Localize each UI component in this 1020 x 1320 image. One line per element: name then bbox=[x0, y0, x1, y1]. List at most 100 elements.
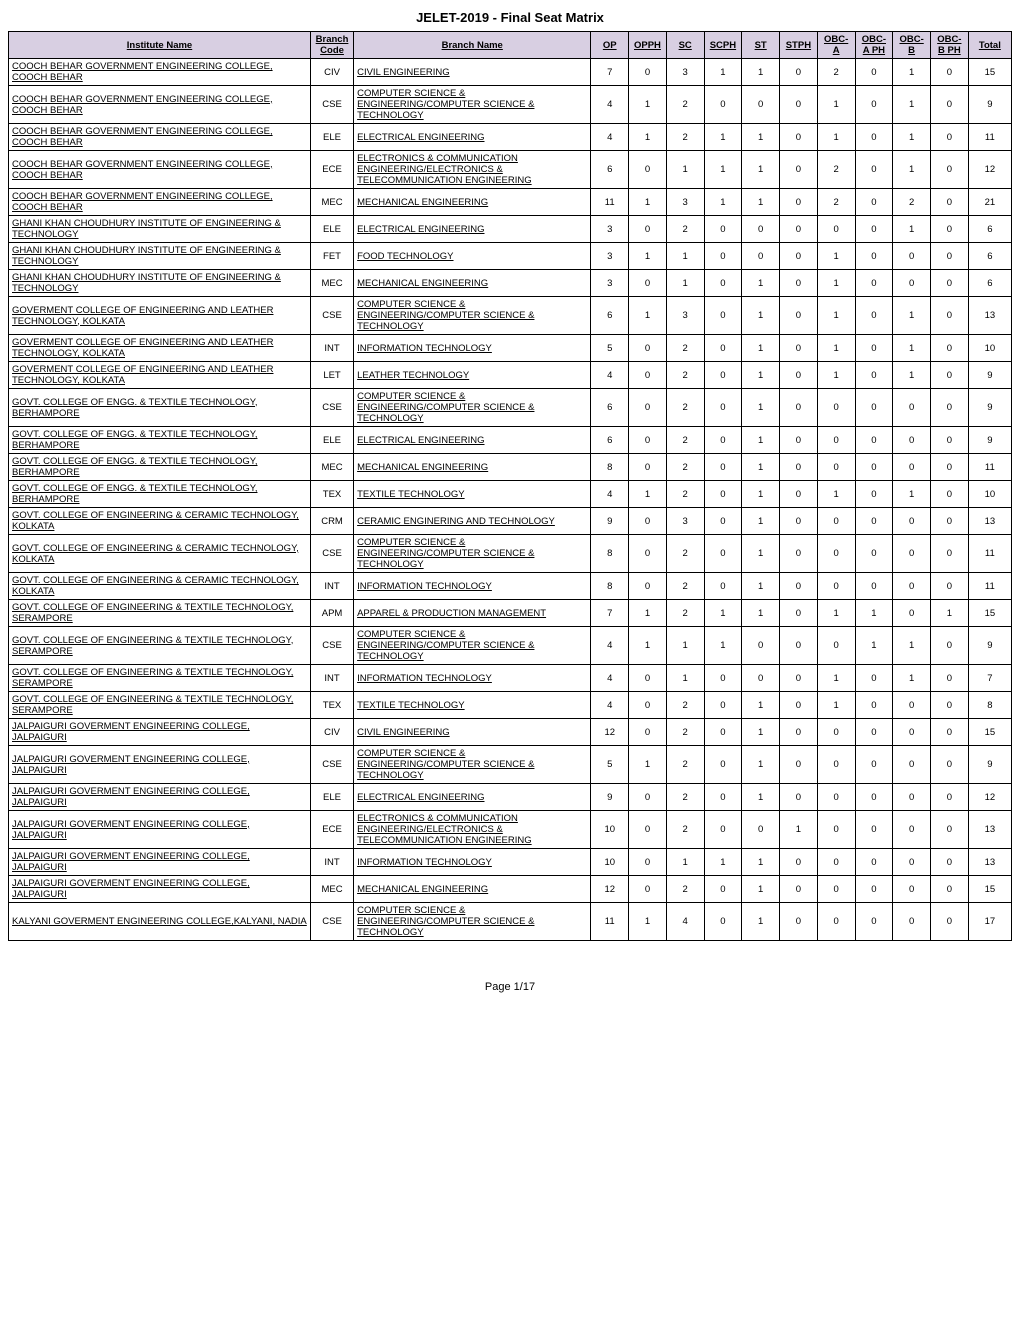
table-cell: 0 bbox=[629, 362, 667, 389]
table-cell: INFORMATION TECHNOLOGY bbox=[354, 573, 591, 600]
table-cell: 0 bbox=[742, 811, 780, 849]
col-obcbph: OBC-B PH bbox=[930, 32, 968, 59]
table-cell: 0 bbox=[780, 335, 818, 362]
table-cell: MECHANICAL ENGINEERING bbox=[354, 876, 591, 903]
table-cell: 1 bbox=[742, 454, 780, 481]
table-cell: 2 bbox=[893, 189, 931, 216]
table-cell: 1 bbox=[704, 124, 742, 151]
table-cell: TEXTILE TECHNOLOGY bbox=[354, 692, 591, 719]
table-cell: 0 bbox=[704, 746, 742, 784]
table-cell: 0 bbox=[742, 665, 780, 692]
table-cell: 0 bbox=[817, 508, 855, 535]
table-row: GOVT. COLLEGE OF ENGG. & TEXTILE TECHNOL… bbox=[9, 427, 1012, 454]
table-row: COOCH BEHAR GOVERNMENT ENGINEERING COLLE… bbox=[9, 86, 1012, 124]
table-cell: 1 bbox=[742, 270, 780, 297]
table-cell: 10 bbox=[591, 811, 629, 849]
table-row: GHANI KHAN CHOUDHURY INSTITUTE OF ENGINE… bbox=[9, 243, 1012, 270]
table-cell: 11 bbox=[968, 454, 1011, 481]
table-cell: 0 bbox=[704, 573, 742, 600]
table-cell: 0 bbox=[893, 811, 931, 849]
table-cell: MEC bbox=[310, 454, 353, 481]
table-cell: 0 bbox=[930, 151, 968, 189]
table-cell: 0 bbox=[704, 876, 742, 903]
table-cell: 1 bbox=[893, 335, 931, 362]
table-cell: 0 bbox=[893, 427, 931, 454]
table-cell: 1 bbox=[893, 665, 931, 692]
table-cell: 1 bbox=[666, 270, 704, 297]
table-cell: 0 bbox=[817, 389, 855, 427]
table-cell: 0 bbox=[930, 86, 968, 124]
table-cell: 8 bbox=[591, 535, 629, 573]
table-row: GOVT. COLLEGE OF ENGG. & TEXTILE TECHNOL… bbox=[9, 481, 1012, 508]
col-obcb: OBC-B bbox=[893, 32, 931, 59]
table-cell: 0 bbox=[629, 59, 667, 86]
table-cell: COMPUTER SCIENCE & ENGINEERING/COMPUTER … bbox=[354, 746, 591, 784]
table-cell: 0 bbox=[855, 216, 893, 243]
table-row: GOVERMENT COLLEGE OF ENGINEERING AND LEA… bbox=[9, 297, 1012, 335]
table-cell: 0 bbox=[742, 86, 780, 124]
table-cell: 1 bbox=[742, 335, 780, 362]
table-cell: 0 bbox=[930, 216, 968, 243]
col-stph: STPH bbox=[780, 32, 818, 59]
table-cell: 1 bbox=[930, 600, 968, 627]
col-sc: SC bbox=[666, 32, 704, 59]
table-cell: 0 bbox=[817, 784, 855, 811]
table-cell: 0 bbox=[930, 746, 968, 784]
table-cell: 0 bbox=[855, 876, 893, 903]
table-cell: 4 bbox=[591, 665, 629, 692]
table-cell: 0 bbox=[780, 535, 818, 573]
table-cell: 1 bbox=[629, 189, 667, 216]
table-cell: COOCH BEHAR GOVERNMENT ENGINEERING COLLE… bbox=[9, 59, 311, 86]
table-cell: 2 bbox=[666, 216, 704, 243]
table-cell: 12 bbox=[968, 151, 1011, 189]
table-cell: 0 bbox=[893, 243, 931, 270]
table-cell: 0 bbox=[855, 692, 893, 719]
table-cell: 1 bbox=[742, 427, 780, 454]
table-cell: GOVERMENT COLLEGE OF ENGINEERING AND LEA… bbox=[9, 362, 311, 389]
table-cell: 0 bbox=[780, 454, 818, 481]
table-cell: 0 bbox=[930, 362, 968, 389]
table-cell: 0 bbox=[780, 151, 818, 189]
table-cell: COMPUTER SCIENCE & ENGINEERING/COMPUTER … bbox=[354, 627, 591, 665]
table-cell: 0 bbox=[930, 627, 968, 665]
table-cell: 0 bbox=[780, 784, 818, 811]
table-cell: MEC bbox=[310, 876, 353, 903]
table-cell: 0 bbox=[930, 692, 968, 719]
table-body: COOCH BEHAR GOVERNMENT ENGINEERING COLLE… bbox=[9, 59, 1012, 941]
table-cell: 0 bbox=[704, 454, 742, 481]
table-cell: ECE bbox=[310, 811, 353, 849]
table-cell: 0 bbox=[704, 243, 742, 270]
table-cell: GOVT. COLLEGE OF ENGG. & TEXTILE TECHNOL… bbox=[9, 481, 311, 508]
table-cell: 1 bbox=[704, 189, 742, 216]
table-cell: 15 bbox=[968, 876, 1011, 903]
table-cell: 1 bbox=[742, 784, 780, 811]
table-cell: 0 bbox=[930, 243, 968, 270]
table-cell: 2 bbox=[817, 189, 855, 216]
table-cell: 1 bbox=[666, 849, 704, 876]
table-cell: 6 bbox=[591, 297, 629, 335]
table-cell: GOVT. COLLEGE OF ENGINEERING & CERAMIC T… bbox=[9, 508, 311, 535]
table-cell: 0 bbox=[780, 508, 818, 535]
table-cell: 0 bbox=[629, 270, 667, 297]
table-cell: 0 bbox=[855, 784, 893, 811]
table-cell: 0 bbox=[893, 535, 931, 573]
table-cell: 0 bbox=[930, 665, 968, 692]
page-title: JELET-2019 - Final Seat Matrix bbox=[8, 10, 1012, 25]
table-cell: ELE bbox=[310, 124, 353, 151]
table-cell: 0 bbox=[855, 86, 893, 124]
table-cell: 0 bbox=[855, 362, 893, 389]
table-cell: CSE bbox=[310, 627, 353, 665]
table-cell: MECHANICAL ENGINEERING bbox=[354, 454, 591, 481]
table-cell: 12 bbox=[591, 876, 629, 903]
table-cell: INFORMATION TECHNOLOGY bbox=[354, 849, 591, 876]
table-cell: INT bbox=[310, 849, 353, 876]
table-cell: GOVT. COLLEGE OF ENGINEERING & TEXTILE T… bbox=[9, 665, 311, 692]
table-cell: 0 bbox=[855, 903, 893, 941]
col-opph: OPPH bbox=[629, 32, 667, 59]
table-cell: 4 bbox=[591, 692, 629, 719]
col-branch-code: Branch Code bbox=[310, 32, 353, 59]
table-cell: 0 bbox=[855, 297, 893, 335]
table-cell: 1 bbox=[817, 86, 855, 124]
table-cell: COOCH BEHAR GOVERNMENT ENGINEERING COLLE… bbox=[9, 189, 311, 216]
col-scph: SCPH bbox=[704, 32, 742, 59]
